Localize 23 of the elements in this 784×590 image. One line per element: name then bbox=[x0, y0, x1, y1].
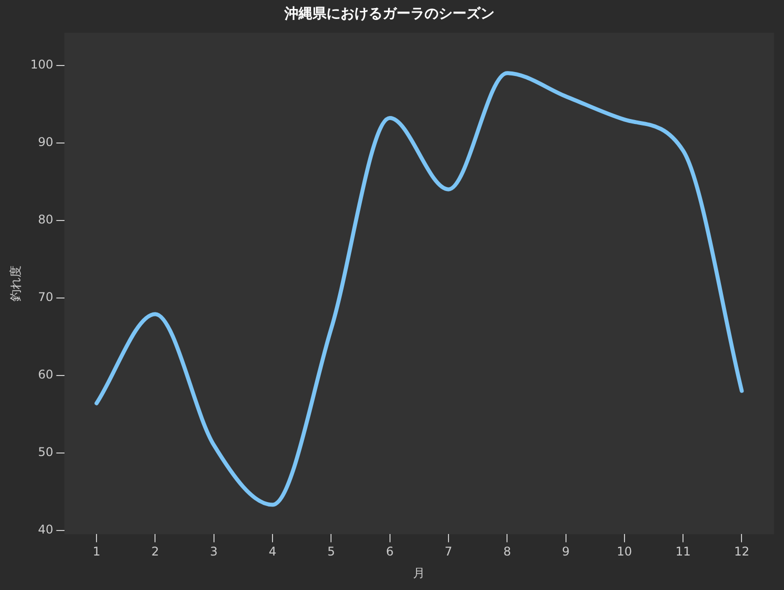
y-tick-label: 80 bbox=[38, 212, 54, 226]
x-tick-label: 8 bbox=[503, 544, 511, 559]
x-tick-label: 3 bbox=[210, 544, 218, 559]
y-tick-label: 100 bbox=[30, 57, 54, 72]
chart-title: 沖縄県におけるガーラのシーズン bbox=[284, 6, 494, 22]
y-axis-title: 釣れ度 bbox=[8, 266, 22, 302]
x-tick-label: 2 bbox=[151, 544, 160, 559]
y-tick-label: 70 bbox=[38, 290, 54, 304]
x-tick-label: 1 bbox=[92, 544, 100, 559]
y-tick-label: 60 bbox=[38, 367, 54, 382]
y-tick-label: 40 bbox=[38, 522, 54, 536]
x-tick-label: 4 bbox=[268, 544, 276, 559]
x-tick-label: 9 bbox=[562, 544, 570, 559]
x-tick-label: 12 bbox=[734, 544, 750, 559]
x-axis-title: 月 bbox=[413, 566, 426, 580]
x-tick-label: 11 bbox=[675, 544, 691, 559]
y-tick-label: 90 bbox=[38, 134, 54, 149]
x-tick-label: 6 bbox=[386, 544, 394, 559]
x-tick-label: 7 bbox=[444, 544, 452, 559]
y-tick-label: 50 bbox=[38, 444, 54, 459]
line-series bbox=[94, 71, 744, 507]
x-tick-label: 5 bbox=[327, 544, 335, 559]
x-tick-label: 10 bbox=[616, 544, 632, 559]
